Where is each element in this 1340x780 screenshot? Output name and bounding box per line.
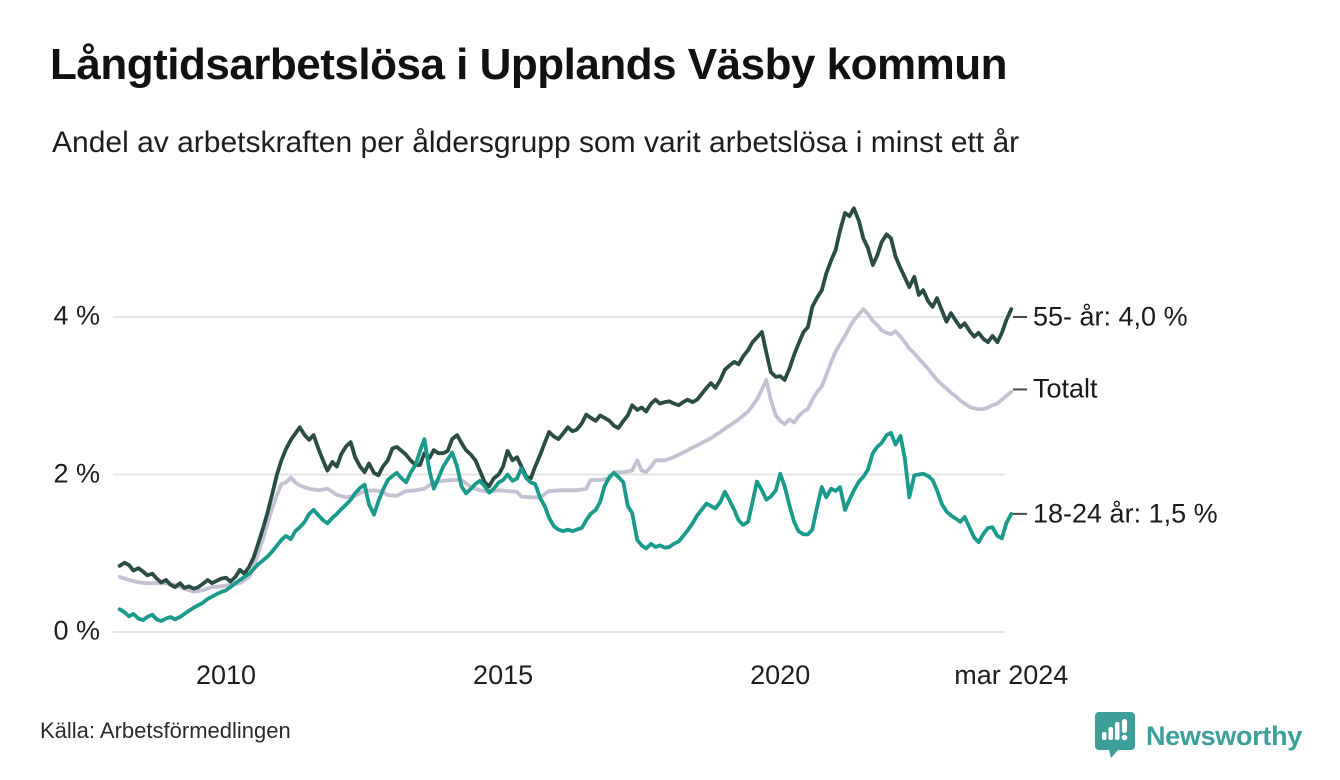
- page-title: Långtidsarbetslösa i Upplands Väsby komm…: [50, 40, 1008, 89]
- newsworthy-brand: Newsworthy: [1094, 710, 1302, 763]
- x-axis-tick-label: 2010: [195, 660, 257, 690]
- series-end-label-totalt: Totalt: [1033, 373, 1098, 404]
- series-end-label-18-24: 18-24 år: 1,5 %: [1033, 498, 1218, 529]
- series-end-label-55: 55- år: 4,0 %: [1033, 301, 1188, 332]
- x-axis-tick-label: 2020: [750, 660, 811, 690]
- newsworthy-wordmark: Newsworthy: [1145, 721, 1302, 751]
- chart-subtitle: Andel av arbetskraften per åldersgrupp s…: [52, 126, 1020, 159]
- source-attribution: Källa: Arbetsförmedlingen: [40, 718, 291, 743]
- newsworthy-logo-icon: [1094, 710, 1136, 763]
- x-axis-tick-label: 2015: [473, 660, 534, 690]
- y-axis-tick-label: 0 %: [53, 615, 100, 646]
- y-axis-tick-label: 2 %: [53, 457, 100, 488]
- y-axis-tick-label: 4 %: [53, 300, 100, 331]
- x-axis-tick-label: mar 2024: [954, 660, 1069, 690]
